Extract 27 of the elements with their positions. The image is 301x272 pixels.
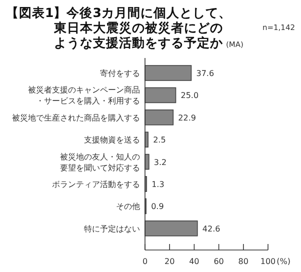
data-label: 42.6 [202, 224, 220, 234]
x-tick-label: 20 [164, 257, 175, 266]
x-axis-title: (%) [276, 257, 290, 266]
y-tick-label: 被災地の友人・知人の要望を聞いて対応する [60, 152, 140, 172]
y-tick-label: 被災地で生産された商品を購入する [12, 113, 140, 122]
data-label: 3.2 [154, 158, 167, 167]
x-tick-label: 60 [214, 257, 224, 266]
data-label: 22.9 [178, 113, 196, 122]
bar [144, 87, 176, 104]
x-tick-label: 80 [238, 257, 248, 266]
y-tick-label: 支援物資を送る [84, 136, 140, 145]
y-tick-label: 特に予定はない [84, 224, 140, 234]
y-tick-label: ボランティア活動をする [52, 180, 140, 189]
x-tick-label: 100 [260, 257, 276, 266]
data-label: 2.5 [153, 136, 166, 145]
y-tick-label: 被災者支援のキャンペーン商品・サービスを購入・利用する [28, 86, 140, 106]
y-tick-label: その他 [116, 202, 140, 212]
data-label: 37.6 [196, 69, 214, 78]
bar [144, 220, 198, 236]
x-tick-label: 0 [142, 257, 148, 266]
data-label: 1.3 [152, 180, 164, 189]
bar [144, 65, 192, 81]
bar [144, 110, 174, 126]
y-tick-label: 寄付をする [100, 69, 140, 78]
data-label: 25.0 [180, 91, 199, 100]
x-tick-label: 40 [189, 257, 200, 266]
data-label: 0.9 [151, 202, 164, 212]
